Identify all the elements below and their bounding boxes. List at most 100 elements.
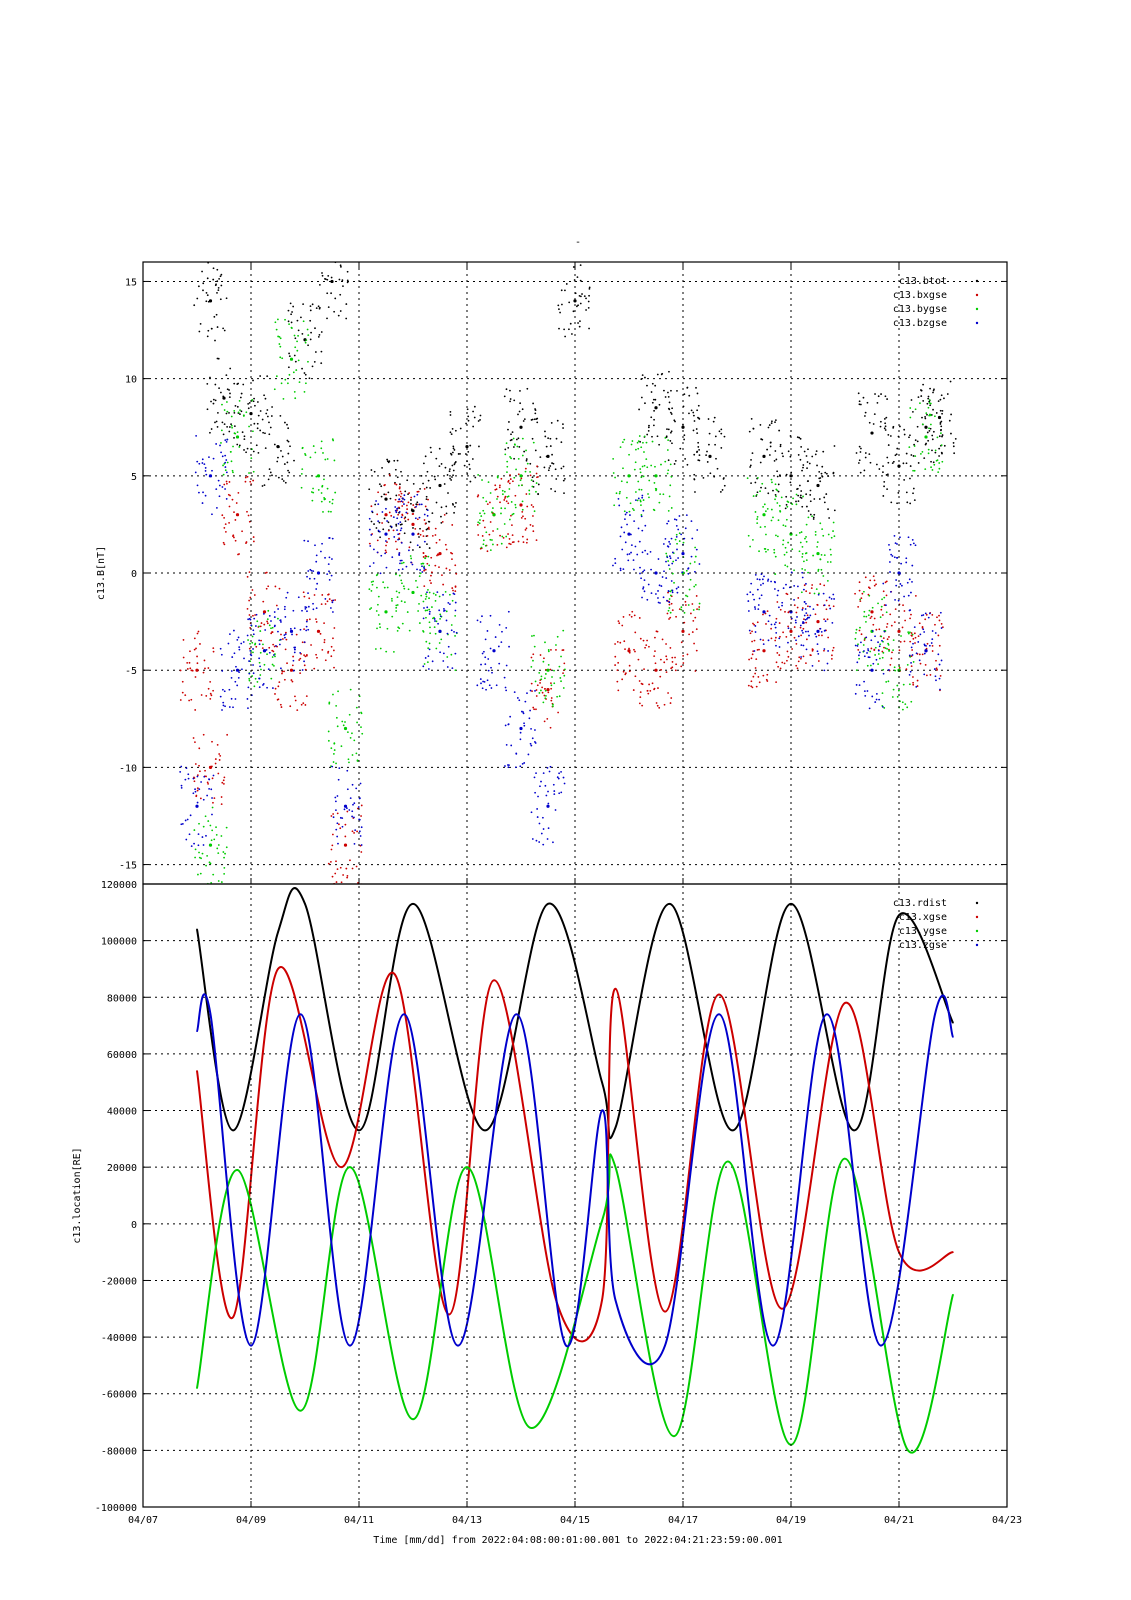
scatter-dot <box>180 784 183 787</box>
data-point <box>731 1129 734 1132</box>
scatter-dot <box>261 485 264 487</box>
scatter-dot <box>535 490 537 493</box>
scatter-dot <box>746 477 749 480</box>
scatter-dot <box>938 447 941 450</box>
scatter-dot <box>504 724 507 727</box>
scatter-dot <box>640 514 643 516</box>
scatter-dot <box>331 765 334 768</box>
scatter-dot <box>346 810 349 813</box>
scatter-dot <box>754 631 757 633</box>
scatter-dot <box>426 470 429 473</box>
scatter-dot <box>206 382 209 385</box>
scatter-dot <box>419 572 422 575</box>
scatter-dot <box>941 435 943 438</box>
scatter-dot <box>246 475 249 478</box>
scatter-dot <box>284 378 287 381</box>
data-point <box>492 649 496 653</box>
scatter-dot <box>266 415 269 418</box>
scatter-dot <box>328 556 331 559</box>
scatter-dot <box>279 703 282 706</box>
scatter-dot <box>453 593 456 595</box>
scatter-dot <box>799 494 802 497</box>
scatter-dot <box>453 631 455 633</box>
scatter-dot <box>640 488 643 491</box>
scatter-dot <box>251 675 254 677</box>
scatter-dot <box>671 407 674 410</box>
scatter-dot <box>855 631 857 634</box>
scatter-dot <box>289 445 291 448</box>
scatter-dot <box>563 674 566 677</box>
data-point <box>870 610 874 614</box>
scatter-dot <box>220 881 223 883</box>
scatter-dot <box>301 367 303 370</box>
scatter-dot <box>539 785 541 788</box>
scatter-dot <box>666 522 669 525</box>
scatter-dot <box>395 524 398 527</box>
scatter-dot <box>236 405 239 408</box>
scatter-dot <box>560 655 562 658</box>
scatter-dot <box>273 664 275 667</box>
scatter-dot <box>784 525 787 528</box>
scatter-dot <box>668 401 671 404</box>
scatter-dot <box>194 471 197 474</box>
data-point <box>250 1344 252 1347</box>
scatter-dot <box>654 384 657 387</box>
scatter-dot <box>707 418 710 420</box>
scatter-dot <box>678 532 681 535</box>
scatter-dot <box>669 594 672 597</box>
scatter-dot <box>521 437 524 440</box>
scatter-dot <box>419 487 421 490</box>
scatter-dot <box>428 610 431 613</box>
scatter-dot <box>517 437 520 440</box>
scatter-dot <box>404 490 407 493</box>
scatter-dot <box>933 388 935 391</box>
scatter-dot <box>628 664 631 667</box>
scatter-dot <box>776 470 779 473</box>
scatter-dot <box>378 530 381 533</box>
scatter-dot <box>259 410 262 412</box>
data-point <box>952 1251 954 1253</box>
scatter-dot <box>689 562 692 565</box>
scatter-dot <box>882 582 885 585</box>
scatter-dot <box>900 562 903 565</box>
scatter-dot <box>633 648 635 651</box>
scatter-dot <box>664 537 667 540</box>
scatter-dot <box>526 505 529 508</box>
scatter-dot <box>237 491 240 494</box>
scatter-dot <box>486 550 489 553</box>
scatter-dot <box>519 402 522 405</box>
scatter-dot <box>459 452 461 455</box>
scatter-dot <box>657 597 659 599</box>
scatter-dot <box>932 430 935 433</box>
scatter-dot <box>334 297 337 300</box>
scatter-dot <box>647 493 649 495</box>
scatter-dot <box>918 659 921 662</box>
scatter-dot <box>760 486 762 489</box>
scatter-dot <box>934 449 937 452</box>
scatter-dot <box>873 649 876 652</box>
scatter-dot <box>805 648 808 651</box>
scatter-dot <box>555 649 557 651</box>
scatter-dot <box>831 654 833 657</box>
scatter-dot <box>501 630 503 633</box>
scatter-dot <box>202 289 204 292</box>
scatter-dot <box>419 569 422 571</box>
scatter-dot <box>532 505 535 508</box>
scatter-dot <box>910 634 913 637</box>
scatter-dot <box>222 701 225 704</box>
legend-label: c13.zgse <box>899 940 947 951</box>
scatter-dot <box>395 523 398 526</box>
scatter-dot <box>377 529 380 532</box>
scatter-dot <box>318 630 321 633</box>
scatter-dot <box>360 851 363 853</box>
scatter-dot <box>217 852 220 855</box>
scatter-dot <box>305 653 308 656</box>
scatter-dot <box>327 274 330 277</box>
scatter-dot <box>375 527 378 529</box>
scatter-dot <box>823 584 826 587</box>
data-point <box>195 668 199 672</box>
scatter-dot <box>308 377 311 380</box>
scatter-dot <box>204 494 207 497</box>
scatter-dot <box>686 595 689 598</box>
scatter-dot <box>391 599 393 602</box>
